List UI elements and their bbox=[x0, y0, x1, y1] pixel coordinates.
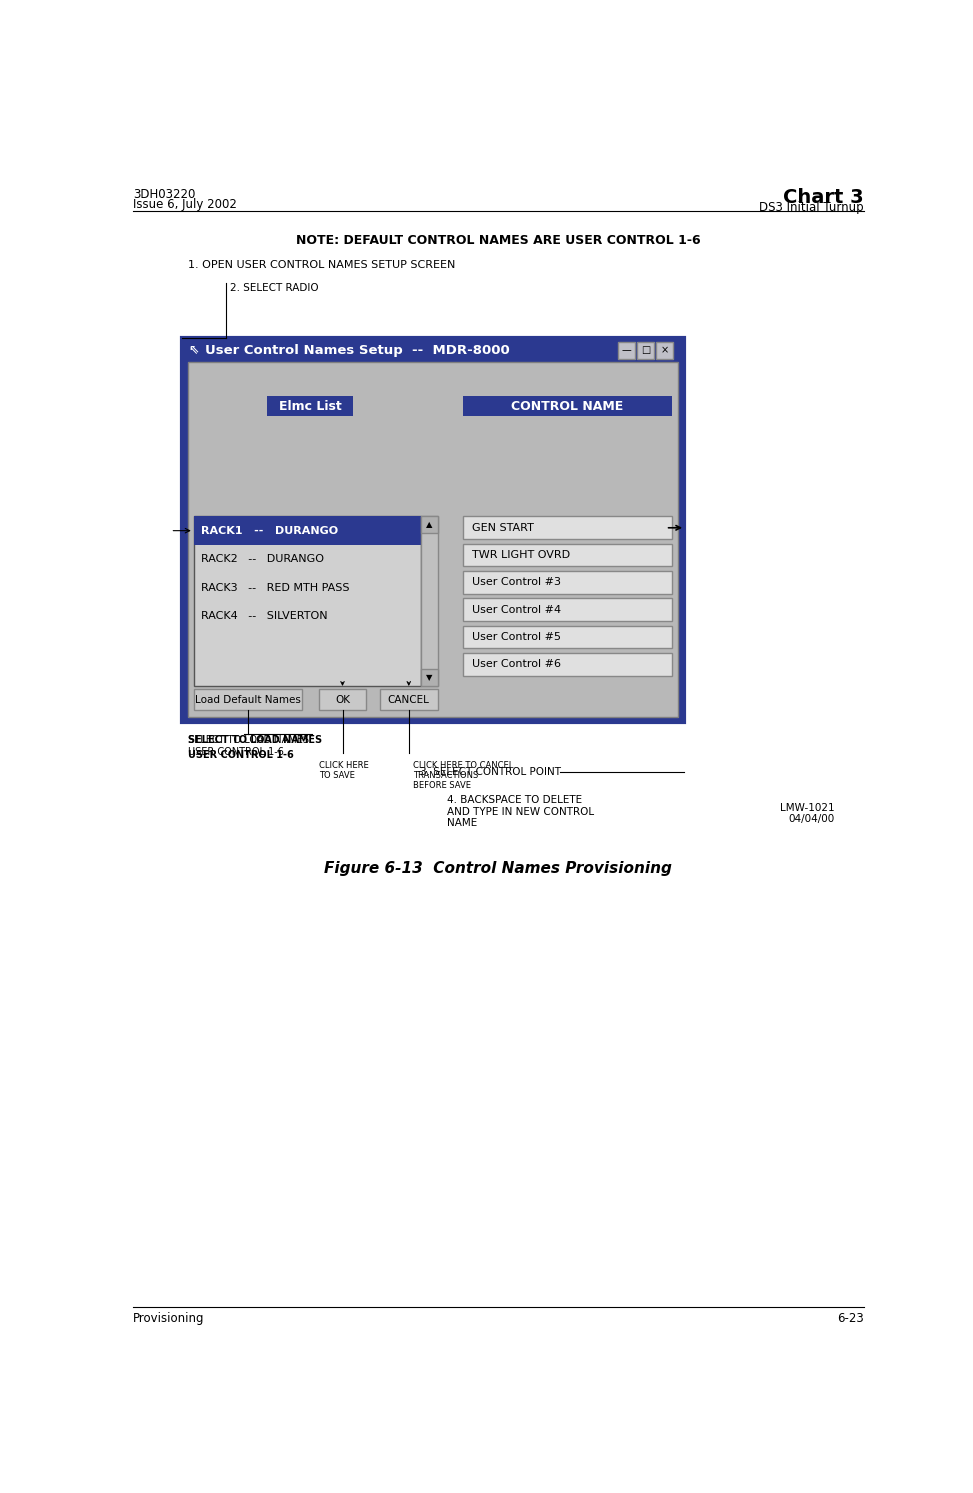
FancyBboxPatch shape bbox=[618, 342, 634, 358]
FancyBboxPatch shape bbox=[182, 337, 683, 363]
Text: 3. SELECT CONTROL POINT: 3. SELECT CONTROL POINT bbox=[420, 767, 561, 776]
Text: 6-23: 6-23 bbox=[838, 1312, 864, 1324]
FancyBboxPatch shape bbox=[379, 688, 438, 711]
FancyBboxPatch shape bbox=[194, 517, 420, 685]
Text: ×: × bbox=[661, 345, 669, 355]
FancyBboxPatch shape bbox=[462, 517, 672, 539]
Text: Chart 3: Chart 3 bbox=[783, 188, 864, 206]
FancyBboxPatch shape bbox=[268, 396, 352, 417]
Text: User Control #5: User Control #5 bbox=[472, 632, 560, 642]
Text: 1. OPEN USER CONTROL NAMES SETUP SCREEN: 1. OPEN USER CONTROL NAMES SETUP SCREEN bbox=[188, 260, 454, 270]
FancyBboxPatch shape bbox=[319, 688, 366, 711]
Text: User Control #4: User Control #4 bbox=[472, 605, 561, 615]
Text: NOTE: DEFAULT CONTROL NAMES ARE USER CONTROL 1-6: NOTE: DEFAULT CONTROL NAMES ARE USER CON… bbox=[296, 234, 701, 246]
FancyBboxPatch shape bbox=[462, 652, 672, 676]
Text: RACK1   --   DURANGO: RACK1 -- DURANGO bbox=[201, 526, 339, 536]
Text: CLICK HERE
TO SAVE: CLICK HERE TO SAVE bbox=[319, 760, 369, 779]
Text: RACK4   --   SILVERTON: RACK4 -- SILVERTON bbox=[201, 611, 328, 621]
Text: Issue 6, July 2002: Issue 6, July 2002 bbox=[133, 199, 237, 212]
FancyBboxPatch shape bbox=[637, 342, 654, 358]
FancyBboxPatch shape bbox=[194, 517, 420, 545]
Text: User Control Names Setup  --  MDR-8000: User Control Names Setup -- MDR-8000 bbox=[205, 343, 510, 357]
Text: Elmc List: Elmc List bbox=[278, 400, 342, 412]
Text: RACK3   --   RED MTH PASS: RACK3 -- RED MTH PASS bbox=[201, 582, 350, 593]
Text: —: — bbox=[622, 345, 631, 355]
Text: SELECT TO LOAD NAMES: SELECT TO LOAD NAMES bbox=[188, 735, 322, 745]
Text: 3DH03220: 3DH03220 bbox=[133, 188, 196, 200]
FancyBboxPatch shape bbox=[420, 517, 438, 685]
Text: ▲: ▲ bbox=[426, 521, 433, 530]
Text: TWR LIGHT OVRD: TWR LIGHT OVRD bbox=[472, 549, 570, 560]
Text: ⇖: ⇖ bbox=[189, 343, 198, 355]
Text: RACK2   --   DURANGO: RACK2 -- DURANGO bbox=[201, 554, 324, 564]
Text: OK: OK bbox=[335, 694, 350, 705]
FancyBboxPatch shape bbox=[182, 337, 683, 723]
Text: User Control #6: User Control #6 bbox=[472, 660, 560, 669]
Text: GEN START: GEN START bbox=[472, 523, 534, 533]
Text: SELECT TO LOAD NAMES
USER CONTROL 1-6: SELECT TO LOAD NAMES USER CONTROL 1-6 bbox=[188, 735, 308, 757]
FancyBboxPatch shape bbox=[462, 543, 672, 566]
Text: USER CONTROL 1-6: USER CONTROL 1-6 bbox=[188, 751, 293, 760]
FancyBboxPatch shape bbox=[462, 396, 672, 417]
Text: ▼: ▼ bbox=[426, 673, 433, 682]
FancyBboxPatch shape bbox=[657, 342, 673, 358]
Text: Provisioning: Provisioning bbox=[133, 1312, 204, 1324]
Text: Load Default Names: Load Default Names bbox=[195, 694, 301, 705]
FancyBboxPatch shape bbox=[462, 626, 672, 648]
FancyBboxPatch shape bbox=[188, 363, 678, 717]
Text: 4. BACKSPACE TO DELETE
AND TYPE IN NEW CONTROL
NAME: 4. BACKSPACE TO DELETE AND TYPE IN NEW C… bbox=[448, 796, 595, 829]
Text: CANCEL: CANCEL bbox=[388, 694, 430, 705]
FancyBboxPatch shape bbox=[194, 688, 303, 711]
Text: CONTROL NAME: CONTROL NAME bbox=[511, 400, 624, 412]
Text: LMW-1021
04/04/00: LMW-1021 04/04/00 bbox=[780, 803, 835, 824]
FancyBboxPatch shape bbox=[462, 599, 672, 621]
Text: 2. SELECT RADIO: 2. SELECT RADIO bbox=[231, 284, 319, 293]
FancyBboxPatch shape bbox=[420, 517, 438, 533]
Text: □: □ bbox=[641, 345, 650, 355]
FancyBboxPatch shape bbox=[420, 669, 438, 685]
Text: DS3 Initial Turnup: DS3 Initial Turnup bbox=[760, 200, 864, 213]
Text: CLICK HERE TO CANCEL
TRANSACTIONS
BEFORE SAVE: CLICK HERE TO CANCEL TRANSACTIONS BEFORE… bbox=[413, 760, 513, 790]
FancyBboxPatch shape bbox=[462, 572, 672, 594]
Text: User Control #3: User Control #3 bbox=[472, 578, 560, 587]
Text: Figure 6-13  Control Names Provisioning: Figure 6-13 Control Names Provisioning bbox=[324, 860, 672, 875]
